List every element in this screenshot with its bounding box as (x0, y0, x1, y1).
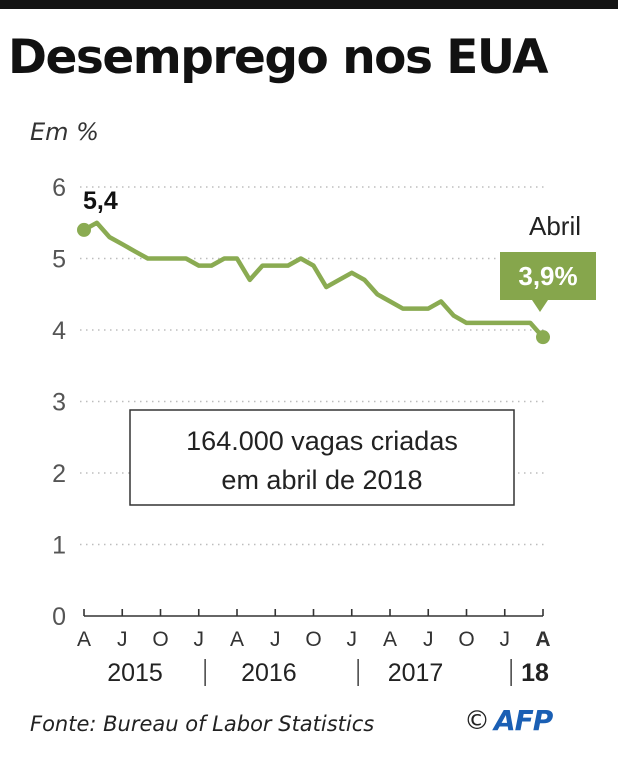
x-tick-label: J (423, 628, 434, 651)
start-value-label: 5,4 (83, 187, 118, 215)
year-label: 2017 (388, 659, 444, 687)
y-tick-label: 6 (52, 174, 66, 202)
y-tick-label: 4 (52, 317, 66, 345)
afp-logo: AFP (494, 704, 553, 737)
y-tick-label: 5 (52, 246, 66, 274)
end-value-callout (500, 252, 596, 312)
end-month-label: Abril (529, 211, 581, 241)
info-box (129, 409, 515, 506)
x-tick-label: A (230, 628, 244, 651)
info-box-line2: em abril de 2018 (221, 465, 422, 495)
y-tick-label: 2 (52, 460, 66, 488)
source-note: Fonte: Bureau of Labor Statistics (30, 712, 375, 736)
x-tick-label: J (347, 628, 358, 651)
x-tick-label: J (117, 628, 128, 651)
year-label: 2015 (107, 659, 163, 687)
year-label: 18 (521, 659, 549, 687)
line-chart: 0 1 2 3 4 5 6 A J O J A J O J A J O J A 2015 2016 2017 18 5,4 Abr… (52, 174, 596, 687)
x-tick-label: A (535, 628, 550, 651)
end-point (536, 330, 550, 345)
info-box-line1: 164.000 vagas criadas (186, 426, 458, 456)
x-tick-label: O (458, 628, 474, 651)
x-tick-label: A (383, 628, 397, 651)
start-point (77, 222, 91, 237)
series-line (81, 220, 546, 340)
y-tick-label: 3 (52, 389, 66, 417)
end-value-label: 3,9% (518, 261, 577, 291)
x-tick-label: J (270, 628, 281, 651)
y-tick-label: 0 (52, 603, 66, 631)
x-tick-label: J (500, 628, 511, 651)
x-tick-label: O (152, 628, 168, 651)
x-tick-label: O (305, 628, 321, 651)
year-label: 2016 (241, 659, 297, 687)
top-bar (0, 0, 618, 9)
x-tick-label: J (194, 628, 205, 651)
unit-label: Em % (30, 118, 99, 146)
y-tick-label: 1 (52, 532, 66, 560)
x-tick-label: A (77, 628, 91, 651)
chart-title: Desemprego nos EUA (8, 30, 549, 85)
copyright-icon: © (464, 706, 490, 736)
